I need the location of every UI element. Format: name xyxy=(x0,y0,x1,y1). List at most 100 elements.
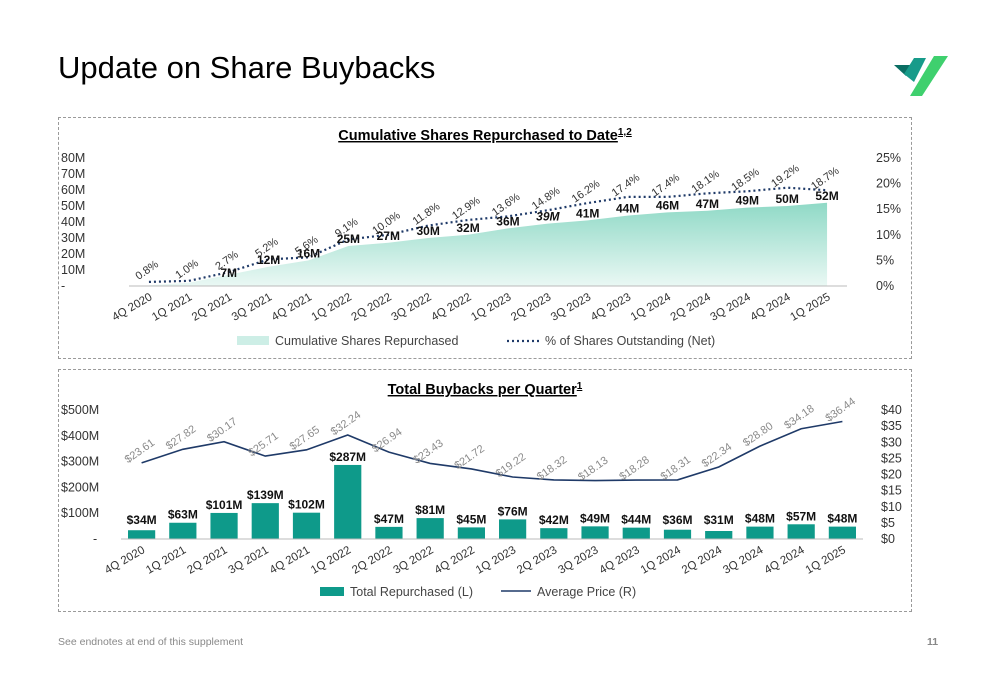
chart2-x-tick: 2Q 2022 xyxy=(350,544,394,576)
cumulative-shares-label: 46M xyxy=(656,198,679,212)
cumulative-shares-label: 47M xyxy=(696,197,719,211)
buyback-bar xyxy=(169,522,197,539)
chart2-x-tick: 1Q 2024 xyxy=(639,544,684,577)
cumulative-shares-label: 32M xyxy=(456,221,479,235)
chart2-x-tick: 3Q 2022 xyxy=(391,544,435,576)
average-price-label: $18.28 xyxy=(617,454,651,483)
chart1-x-tick: 2Q 2021 xyxy=(190,291,234,323)
cumulative-shares-label: 50M xyxy=(775,192,798,206)
buyback-bar-label: $48M xyxy=(745,512,775,526)
chart1-x-tick: 1Q 2022 xyxy=(310,291,354,323)
chart1-y-right-tick: 0% xyxy=(876,279,894,293)
buyback-bar xyxy=(540,528,568,539)
chart2-y-left-tick: $500M xyxy=(61,403,99,417)
buyback-bar xyxy=(334,464,362,539)
buyback-bar xyxy=(622,527,650,539)
average-price-label: $18.13 xyxy=(576,455,610,484)
cumulative-shares-label: 49M xyxy=(736,194,759,208)
chart2-title-superscript: 1 xyxy=(577,381,583,392)
buyback-bar xyxy=(705,531,733,539)
chart2-x-tick: 2Q 2024 xyxy=(680,544,725,577)
chart1-y-left-tick: 70M xyxy=(61,167,85,181)
chart2-y-left-tick: $300M xyxy=(61,455,99,469)
chart2-x-tick: 1Q 2021 xyxy=(144,544,188,576)
chart1-x-tick: 4Q 2024 xyxy=(748,291,793,324)
buyback-bar-label: $49M xyxy=(580,511,610,525)
chart1-y-right-tick: 15% xyxy=(876,202,901,216)
buyback-bar xyxy=(292,512,321,539)
average-price-label: $21.72 xyxy=(452,443,486,472)
chart2-y-right-tick: $5 xyxy=(881,516,895,530)
chart1-x-tick: 1Q 2024 xyxy=(629,291,674,324)
cumulative-shares-label: 41M xyxy=(576,206,599,220)
chart1-y-left-tick: 30M xyxy=(61,231,85,245)
buyback-bar xyxy=(746,526,774,539)
chart1-x-tick: 3Q 2023 xyxy=(549,291,593,323)
buyback-bar-label: $139M xyxy=(247,488,284,502)
pct-outstanding-label: 0.8% xyxy=(134,258,162,282)
cumulative-shares-label: 52M xyxy=(815,189,838,203)
buyback-bar-label: $42M xyxy=(539,513,569,527)
cumulative-shares-label: 39M xyxy=(536,210,560,224)
pct-outstanding-label: 16.2% xyxy=(570,178,603,206)
endnotes-reference: See endnotes at end of this supplement xyxy=(58,636,244,648)
buyback-bar-label: $44M xyxy=(621,513,651,527)
chart1-y-left-tick: 40M xyxy=(61,215,85,229)
logo-middle-shape xyxy=(904,58,926,82)
buyback-bar xyxy=(416,518,444,539)
chart1-x-tick: 3Q 2021 xyxy=(230,291,274,323)
chart1-y-right-tick: 10% xyxy=(876,228,901,242)
pct-outstanding-label: 18.1% xyxy=(689,168,722,196)
cumulative-shares-label: 16M xyxy=(297,246,320,260)
cumulative-shares-label: 27M xyxy=(377,229,400,243)
chart1-x-tick: 3Q 2024 xyxy=(709,291,754,324)
chart2-x-tick: 3Q 2021 xyxy=(227,544,271,576)
chart1-x-tick: 1Q 2025 xyxy=(788,291,832,323)
chart2-x-tick: 4Q 2020 xyxy=(103,544,147,576)
buyback-bar-label: $48M xyxy=(827,512,857,526)
chart2-x-tick: 1Q 2025 xyxy=(804,544,848,576)
average-price-label: $27.65 xyxy=(288,424,322,453)
cumulative-shares-label: 12M xyxy=(257,253,280,267)
chart2-y-right-tick: $20 xyxy=(881,468,902,482)
chart2-x-tick: 3Q 2024 xyxy=(721,544,766,577)
buyback-bar-label: $36M xyxy=(662,513,692,527)
buyback-bar xyxy=(128,530,156,539)
buyback-bar-label: $34M xyxy=(127,513,157,527)
average-price-label: $23.61 xyxy=(123,437,157,466)
pct-outstanding-label: 12.9% xyxy=(450,195,483,223)
cumulative-shares-label: 30M xyxy=(416,224,439,238)
chart1-y-right-tick: 20% xyxy=(876,177,901,191)
buyback-bar-label: $81M xyxy=(415,503,445,517)
chart2-y-right-tick: $30 xyxy=(881,435,902,449)
average-price-label: $30.17 xyxy=(205,416,239,445)
chart2-y-right-tick: $10 xyxy=(881,500,902,514)
buyback-bar xyxy=(787,524,815,539)
buyback-bar xyxy=(375,526,403,539)
average-price-label: $18.32 xyxy=(535,454,569,483)
average-price-line xyxy=(141,420,843,482)
pct-outstanding-line xyxy=(148,186,828,284)
chart2-x-tick: 2Q 2021 xyxy=(185,544,229,576)
average-price-label: $19.22 xyxy=(494,451,528,480)
chart1-x-tick: 4Q 2022 xyxy=(429,291,473,323)
cumulative-shares-area xyxy=(148,202,828,286)
total-buybacks-chart: Total Buybacks per Quarter1 - $100M $200M $3… xyxy=(61,381,902,599)
buyback-bar xyxy=(210,512,238,539)
pct-outstanding-label: 19.2% xyxy=(769,162,802,190)
cumulative-shares-panel: Cumulative Shares Repurchased to Date1,2… xyxy=(58,117,912,359)
chart1-x-tick: 1Q 2023 xyxy=(469,291,513,323)
chart1-x-tick: 2Q 2024 xyxy=(669,291,714,324)
chart2-y-left-tick: $400M xyxy=(61,429,99,443)
chart2-y-right-tick: $0 xyxy=(881,532,895,546)
chart1-x-tick: 2Q 2023 xyxy=(509,291,553,323)
chart2-x-tick: 4Q 2021 xyxy=(268,544,312,576)
pct-outstanding-label: 17.4% xyxy=(610,171,643,199)
buyback-bar-label: $76M xyxy=(498,504,528,518)
chart2-x-tick: 1Q 2023 xyxy=(474,544,518,576)
cumulative-shares-label: 44M xyxy=(616,202,639,216)
chart2-y-right-tick: $35 xyxy=(881,419,902,433)
buyback-bar-label: $101M xyxy=(206,498,243,512)
chart2-x-tick: 2Q 2023 xyxy=(515,544,559,576)
legend-line-label: % of Shares Outstanding (Net) xyxy=(545,334,715,348)
